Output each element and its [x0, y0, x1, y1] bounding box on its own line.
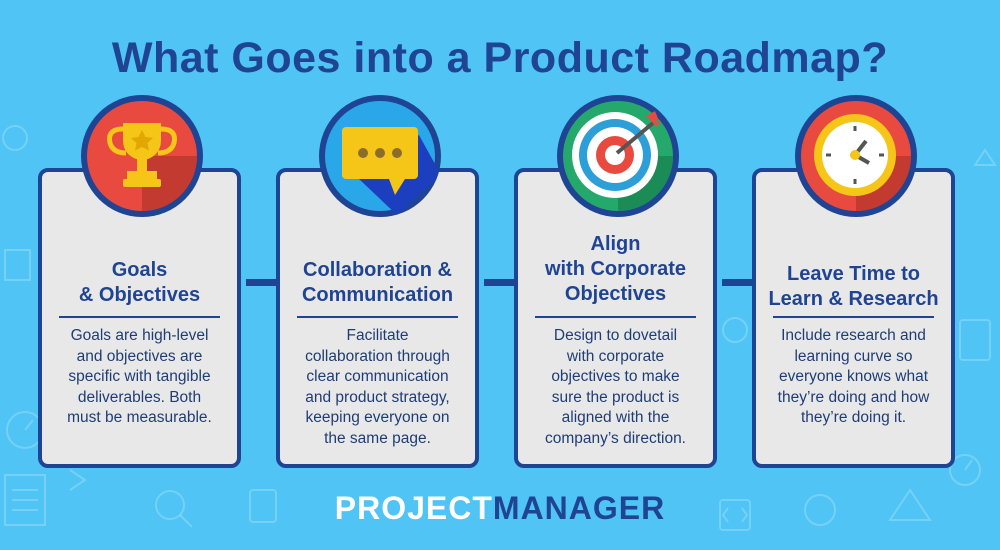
connector-line	[484, 279, 514, 286]
connector-line	[246, 279, 276, 286]
card-divider	[773, 316, 934, 318]
trophy-icon	[81, 95, 203, 217]
card-heading: Align with Corporate Objectives	[544, 233, 687, 305]
clock-icon	[795, 95, 917, 217]
brand-logo-part2: MANAGER	[492, 490, 666, 526]
card-description: Facilitate collaboration through clear c…	[305, 327, 450, 447]
card-heading: Collaboration & Communication	[301, 259, 454, 306]
card-description: Goals are high-level and objectives are …	[67, 327, 212, 426]
card-heading: Goals & Objectives	[78, 259, 201, 306]
card-description: Include research and learning curve so e…	[777, 327, 930, 426]
chat-bubble-icon	[319, 95, 441, 217]
target-icon	[557, 95, 679, 217]
card-align-corporate-objectives: Align with Corporate Objectives Design t…	[514, 168, 717, 468]
card-divider	[535, 316, 696, 318]
card-goals-objectives: Goals & Objectives Goals are high-level …	[38, 168, 241, 468]
brand-logo-part1: PROJECT	[334, 490, 493, 526]
page-title: What Goes into a Product Roadmap?	[111, 34, 889, 82]
card-divider	[59, 316, 220, 318]
brand-logo: PROJECTMANAGER	[0, 490, 1000, 527]
card-description: Design to dovetail with corporate object…	[544, 327, 686, 447]
card-collaboration-communication: Collaboration & Communication Facilitate…	[276, 168, 479, 468]
card-divider	[297, 316, 458, 318]
connector-line	[722, 279, 752, 286]
card-heading: Leave Time to Learn & Research	[768, 263, 939, 310]
